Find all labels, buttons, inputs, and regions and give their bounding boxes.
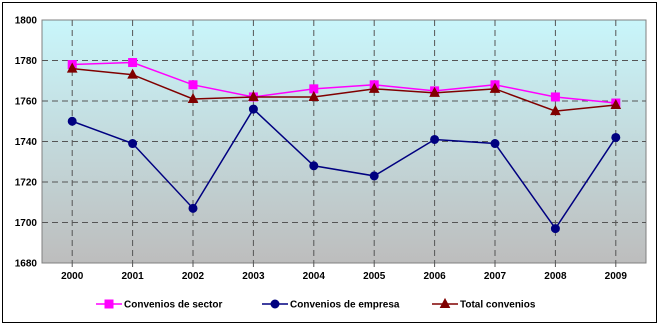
x-tick-label: 2000 [61, 271, 84, 282]
data-point [188, 80, 198, 90]
legend-label: Convenios de empresa [290, 300, 400, 311]
y-tick-label: 1740 [15, 137, 38, 148]
series-group [66, 58, 622, 234]
data-point [610, 98, 622, 110]
legend-marker [439, 297, 451, 308]
data-point [369, 171, 379, 181]
x-tick-label: 2005 [363, 271, 386, 282]
y-axis: 1680 1700 1720 1740 1760 1780 1800 [15, 16, 38, 270]
y-tick-label: 1700 [15, 218, 38, 229]
data-point [128, 139, 138, 149]
data-point [550, 92, 560, 102]
data-point [308, 90, 320, 101]
data-point [187, 92, 199, 103]
legend-label: Convenios de sector [124, 300, 222, 311]
data-point [368, 82, 380, 93]
series-line-2 [72, 67, 616, 112]
data-point [128, 58, 138, 68]
data-point [127, 68, 138, 79]
data-point [430, 134, 440, 144]
x-tick-label: 2002 [182, 271, 205, 282]
x-tick-label: 2006 [423, 271, 446, 282]
data-point [248, 90, 259, 101]
x-tick-label: 2001 [121, 271, 144, 282]
data-point [489, 82, 501, 93]
x-tick-label: 2008 [544, 271, 567, 282]
legend-label: Total convenios [460, 300, 536, 311]
data-point [248, 104, 258, 114]
x-tick-label: 2004 [303, 271, 326, 282]
data-point [550, 224, 560, 234]
legend: Convenios de sector Convenios de empresa T… [96, 297, 536, 311]
y-tick-label: 1800 [15, 16, 38, 27]
legend-marker [270, 299, 280, 309]
x-tick-label: 2007 [484, 271, 507, 282]
legend-marker [104, 299, 114, 309]
x-axis: 2000 2001 2002 2003 2004 2005 2006 2007 2008 2009 [61, 263, 627, 282]
y-tick-label: 1760 [15, 97, 38, 108]
data-point [429, 86, 440, 97]
data-point [550, 105, 561, 116]
y-tick-label: 1680 [15, 259, 38, 270]
y-tick-label: 1780 [15, 56, 38, 67]
x-tick-label: 2009 [605, 271, 628, 282]
x-tick-label: 2003 [242, 271, 265, 282]
data-point [490, 139, 500, 149]
data-point [309, 161, 319, 171]
series-line-0 [72, 61, 616, 104]
series-line-1 [71, 107, 617, 230]
data-point [188, 203, 198, 213]
data-point [66, 62, 78, 73]
data-point [611, 132, 621, 142]
data-point [67, 116, 77, 126]
y-tick-label: 1720 [15, 178, 38, 189]
